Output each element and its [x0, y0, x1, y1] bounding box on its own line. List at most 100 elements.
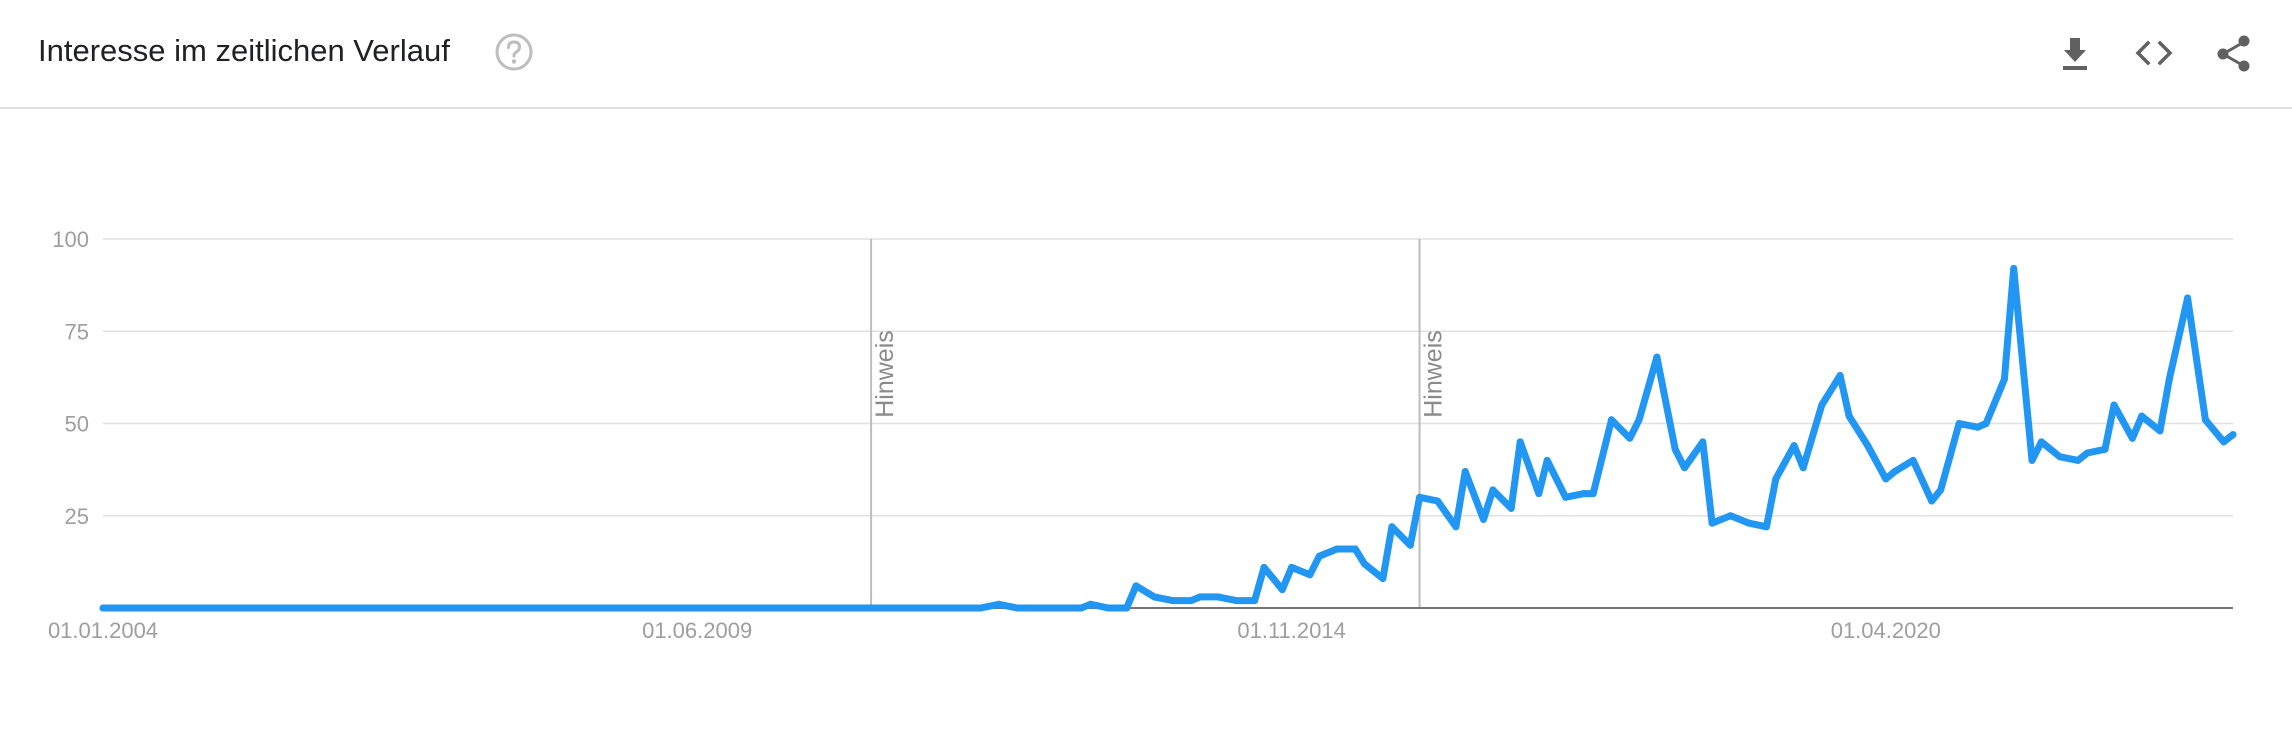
- data-point-0-26: [1406, 541, 1414, 549]
- data-point-0-65: [1982, 420, 1990, 427]
- data-point-0-11: [1187, 597, 1195, 605]
- data-point-0-15: [1251, 597, 1259, 605]
- data-point-0-52: [1790, 442, 1798, 450]
- data-point-0-53: [1799, 464, 1807, 472]
- y-tick-label-50: 50: [65, 412, 89, 437]
- data-point-0-61: [1928, 497, 1936, 505]
- data-point-0-17: [1278, 586, 1286, 594]
- data-point-0-69: [2037, 438, 2045, 446]
- data-point-0-51: [1772, 475, 1780, 483]
- data-point-0-19: [1306, 571, 1314, 579]
- data-point-0-73: [2101, 445, 2109, 453]
- data-point-0-36: [1543, 456, 1551, 464]
- data-point-0-39: [1589, 490, 1597, 498]
- data-point-0-12: [1196, 593, 1204, 601]
- line-chart: 25 50 75 100 Hinweis Hinweis 01.01.2004 01.06.2…: [48, 227, 2237, 643]
- data-point-0-47: [1708, 519, 1716, 527]
- data-point-0-56: [1845, 412, 1853, 420]
- embed-code-icon[interactable]: [2133, 32, 2175, 74]
- data-point-0-30: [1461, 468, 1469, 475]
- data-point-0-78: [2165, 375, 2173, 383]
- data-point-0-27: [1416, 493, 1424, 501]
- data-point-0-80: [2201, 416, 2209, 424]
- share-icon[interactable]: [2213, 32, 2255, 74]
- data-point-0-34: [1516, 438, 1524, 446]
- data-point-0-72: [2083, 449, 2091, 457]
- data-point-0-42: [1635, 416, 1643, 424]
- data-point-0-21: [1333, 545, 1341, 553]
- data-point-0-1: [977, 604, 985, 612]
- data-point-0-22: [1351, 545, 1359, 553]
- data-point-0-67: [2010, 265, 2018, 272]
- data-point-0-81: [2220, 438, 2228, 446]
- x-tick-label-3: 01.04.2020: [1831, 618, 1941, 643]
- data-point-0-8: [1132, 582, 1140, 590]
- data-point-0-77: [2156, 427, 2164, 435]
- data-point-0-60: [1909, 456, 1917, 464]
- annotation-label-1: Hinweis: [1420, 330, 1448, 418]
- data-point-0-33: [1507, 504, 1515, 512]
- data-point-0-16: [1260, 563, 1268, 571]
- data-point-0-75: [2128, 434, 2136, 442]
- data-point-0-74: [2110, 401, 2118, 409]
- data-point-0-6: [1104, 604, 1112, 612]
- data-point-0-63: [1955, 420, 1963, 427]
- data-point-0-44: [1671, 445, 1679, 453]
- x-tick-label-1: 01.06.2009: [642, 618, 752, 643]
- data-point-0-57: [1864, 442, 1872, 450]
- y-tick-label-75: 75: [65, 319, 89, 344]
- data-point-0-54: [1818, 401, 1826, 409]
- data-point-0-41: [1626, 434, 1634, 442]
- data-point-0-46: [1699, 438, 1707, 446]
- chart-header: Interesse im zeitlichen Verlauf: [0, 0, 2292, 109]
- data-point-0-9: [1150, 593, 1158, 601]
- data-point-0-20: [1315, 552, 1323, 560]
- data-point-0-37: [1562, 493, 1570, 501]
- help-circle-icon[interactable]: [494, 32, 534, 72]
- data-point-0-68: [2028, 456, 2036, 464]
- data-point-0-50: [1763, 523, 1770, 531]
- x-tick-label-2: 01.11.2014: [1237, 618, 1345, 643]
- data-point-0-24: [1379, 575, 1387, 582]
- data-point-0-35: [1535, 490, 1543, 498]
- data-point-0-38: [1580, 490, 1588, 498]
- data-point-0-76: [2138, 412, 2146, 420]
- data-point-0-28: [1434, 497, 1442, 505]
- annotation-label-0: Hinweis: [871, 330, 899, 418]
- data-point-0-0: [99, 604, 107, 612]
- data-point-0-32: [1489, 486, 1497, 494]
- data-point-0-14: [1232, 597, 1240, 605]
- x-tick-label-0: 01.01.2004: [48, 618, 158, 643]
- data-point-0-3: [1013, 604, 1021, 612]
- data-point-0-25: [1388, 523, 1396, 531]
- data-point-0-71: [2074, 456, 2082, 464]
- data-point-0-31: [1480, 515, 1487, 523]
- data-point-0-59: [1891, 468, 1899, 475]
- data-point-0-48: [1727, 512, 1734, 520]
- data-point-0-62: [1937, 486, 1945, 494]
- data-point-0-4: [1077, 604, 1085, 612]
- y-tick-label-100: 100: [52, 227, 89, 252]
- chart-title: Interesse im zeitlichen Verlauf: [38, 33, 450, 68]
- data-point-0-7: [1123, 604, 1131, 612]
- data-point-0-64: [1974, 423, 1982, 431]
- data-point-0-45: [1681, 464, 1688, 472]
- data-point-0-58: [1882, 475, 1890, 483]
- data-point-0-10: [1169, 597, 1177, 605]
- y-tick-label-25: 25: [65, 504, 89, 529]
- data-point-0-23: [1360, 560, 1368, 568]
- data-point-0-70: [2056, 453, 2064, 461]
- data-point-0-49: [1745, 519, 1753, 527]
- data-point-0-66: [2000, 375, 2008, 383]
- data-point-0-5: [1087, 600, 1095, 608]
- series-line-0: [99, 265, 2237, 612]
- data-point-0-18: [1288, 563, 1296, 571]
- interest-over-time-chart: 25 50 75 100 Hinweis Hinweis 01.01.2004 01.06.2…: [0, 110, 2292, 731]
- data-point-0-79: [2184, 294, 2192, 302]
- data-point-0-82: [2229, 431, 2237, 439]
- data-point-0-55: [1836, 372, 1844, 379]
- data-point-0-2: [995, 600, 1003, 608]
- download-icon[interactable]: [2054, 32, 2096, 74]
- data-point-0-13: [1214, 593, 1222, 601]
- data-point-0-43: [1653, 353, 1661, 361]
